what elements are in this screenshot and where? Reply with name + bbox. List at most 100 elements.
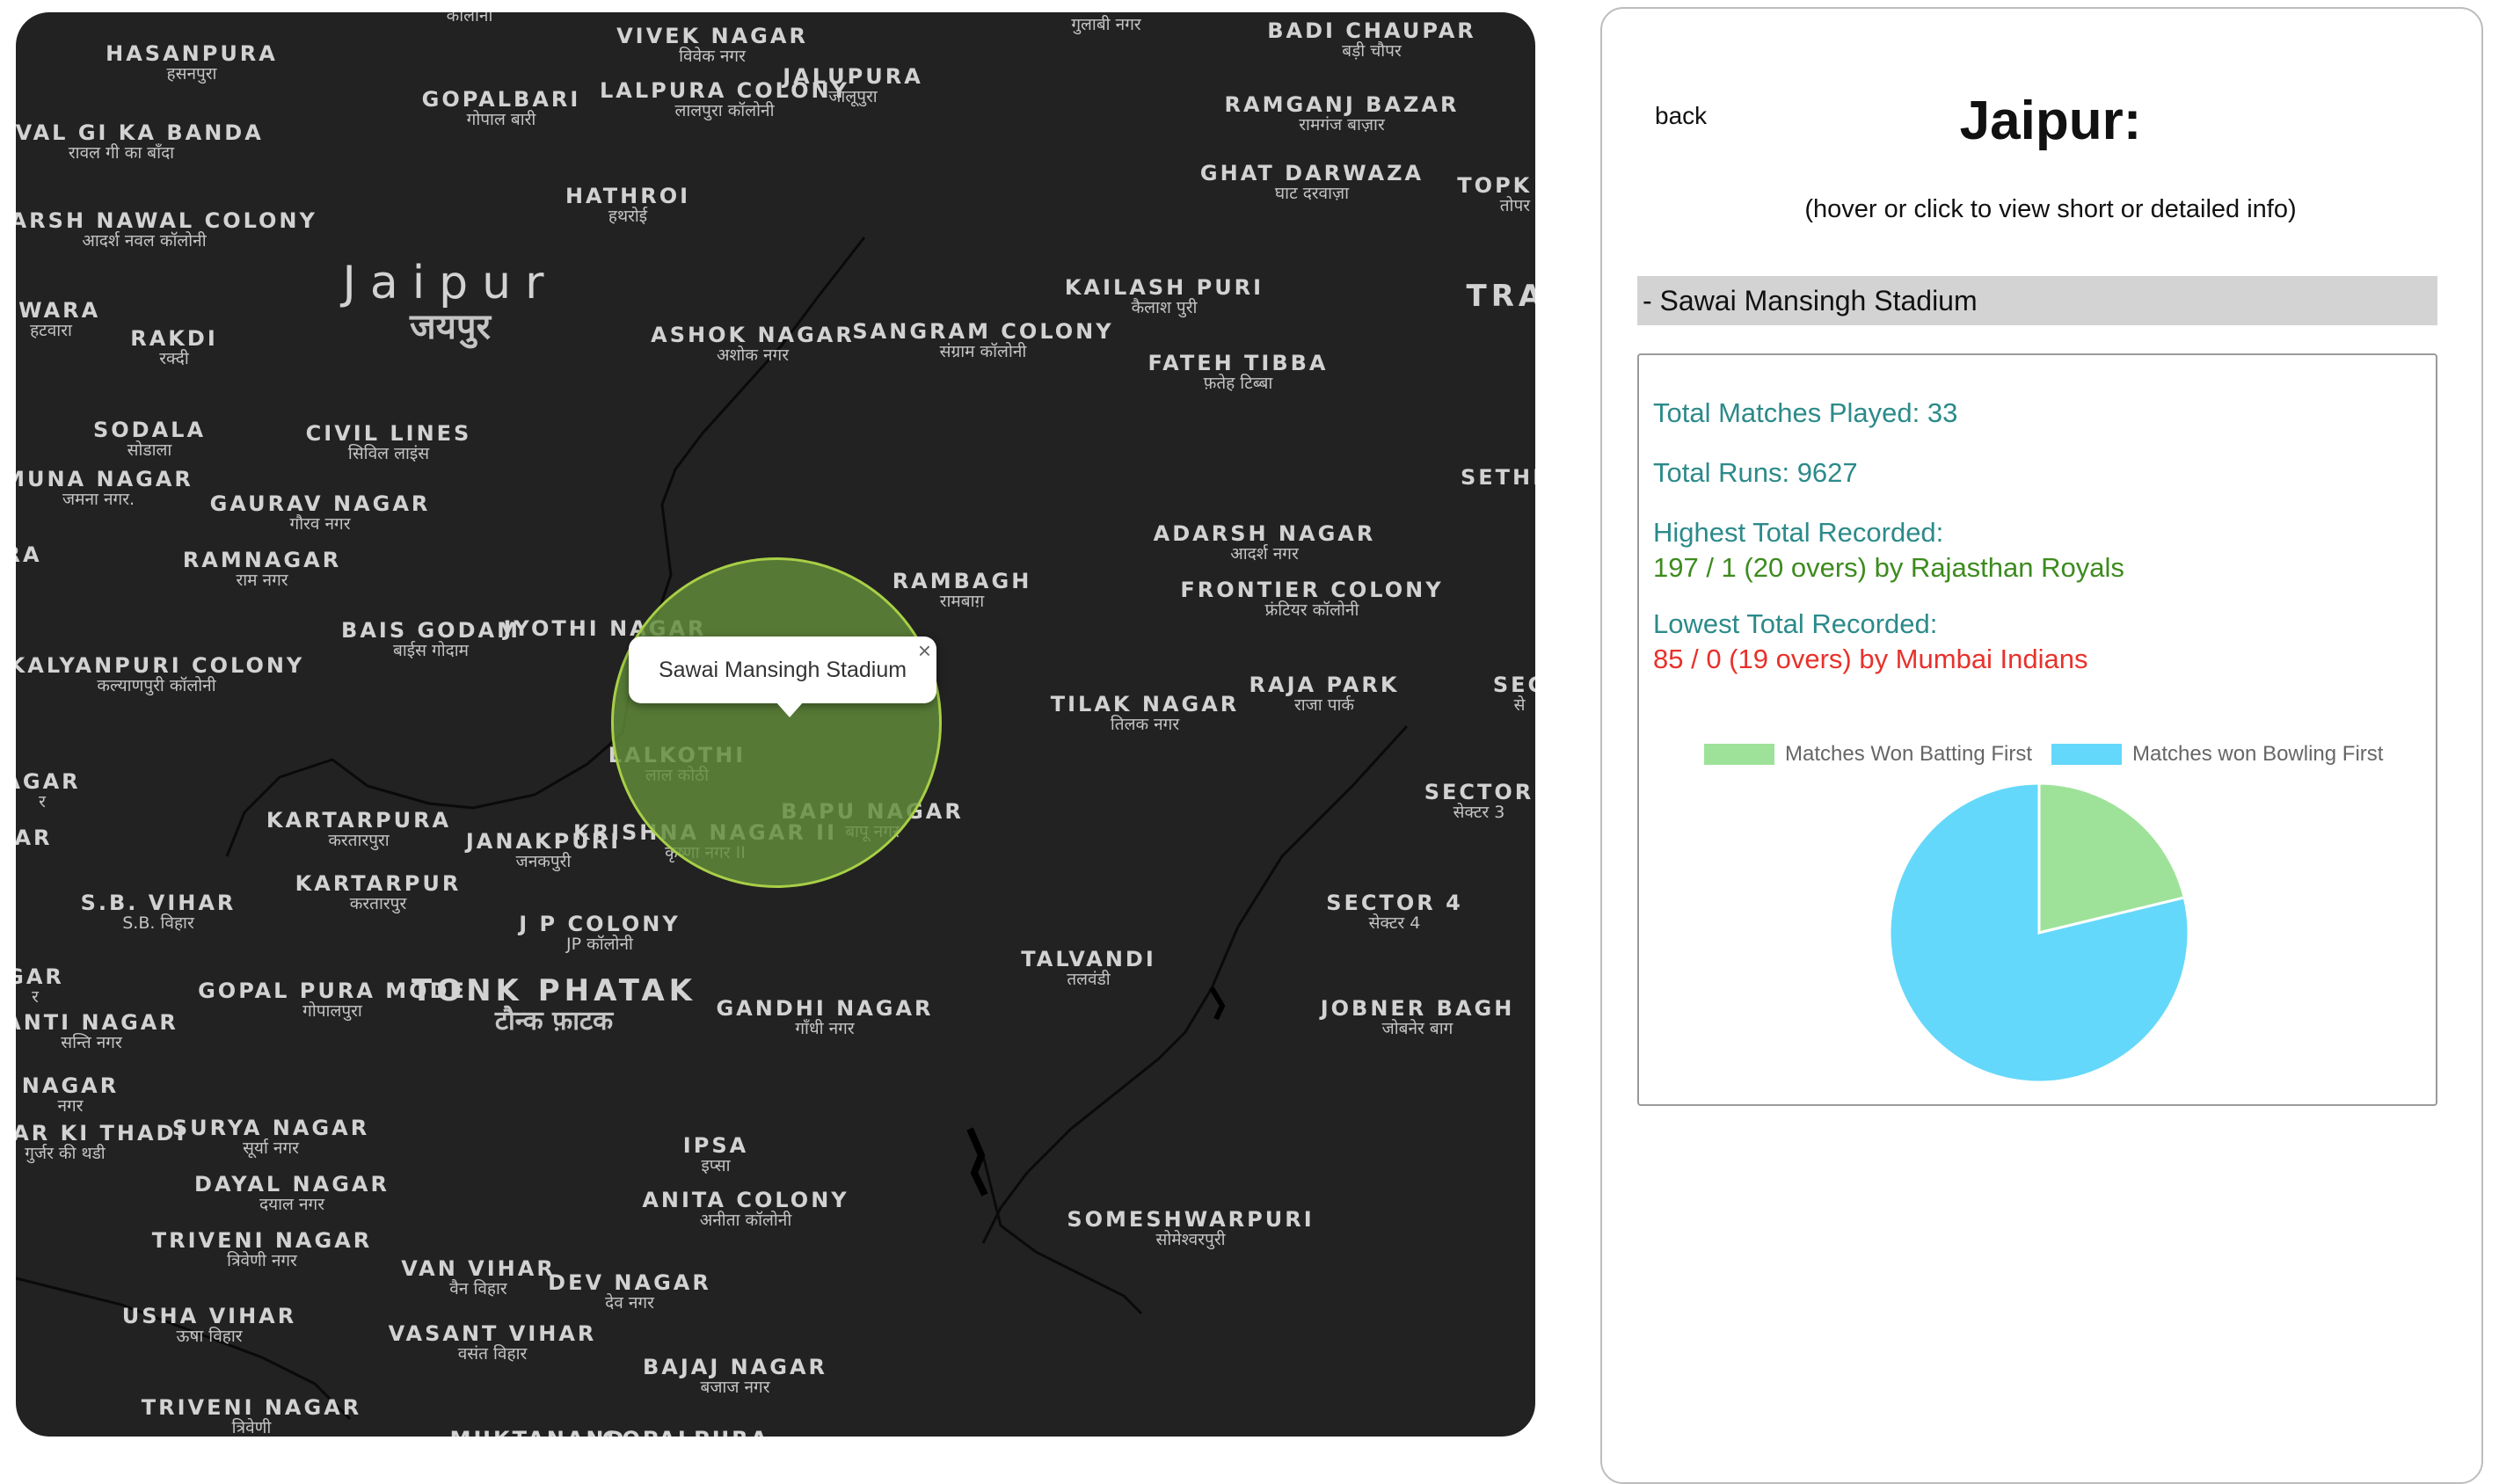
venue-accordion-header[interactable]: - Sawai Mansingh Stadium <box>1637 276 2437 325</box>
map-label-english: ANITA COLONY <box>642 1188 849 1212</box>
map-label: GOPAL PURA MODE गोपालपुरा <box>198 979 467 1021</box>
map-label: RAMGANJ BAZAR रामगंज बाज़ार <box>1225 93 1460 135</box>
map-label-english: VIVEK NAGAR <box>616 24 808 48</box>
map-label-hindi: रामगंज बाज़ार <box>1299 115 1385 135</box>
map-label-english: BADI CHAUPAR <box>1267 18 1476 43</box>
map-label: NAGAR नगर <box>22 1074 119 1116</box>
map-label: TRIVENI NAGAR त्रिवेणी नगर <box>152 1229 373 1270</box>
map-label: JALUPURA जालूपुरा <box>783 65 923 106</box>
map-label-hindi: जयपुर <box>410 307 491 347</box>
highest-total-value: 197 / 1 (20 overs) by Rajasthan Royals <box>1653 552 2124 583</box>
map-label-hindi: करतारपुर <box>349 894 407 913</box>
map-label-hindi: फ्रंटियर कॉलोनी <box>1264 600 1359 620</box>
map-label-hindi: सोमेश्वरपुरी <box>1155 1230 1226 1249</box>
map-label-english: KARTARPUR <box>295 871 462 896</box>
map-label-english: RAVAL GI KA BANDA <box>16 120 264 145</box>
map-label-english: AR <box>16 826 53 850</box>
total-matches: Total Matches Played: 33 <box>1653 397 1958 428</box>
map-label: KARTARPURA करतारपुरा <box>266 809 451 850</box>
map-label: USHA VIHAR ऊषा विहार <box>122 1305 296 1346</box>
back-button[interactable]: back <box>1655 102 1708 129</box>
page-title: Jaipur: <box>1959 91 2142 151</box>
map-label-english: SOMESHWARPURI <box>1067 1207 1315 1232</box>
map-label-hindi: करतारपुरा <box>328 831 390 850</box>
map-label-english: RAMNAGAR <box>182 548 342 572</box>
map-label-hindi: जनकपुरी <box>515 852 572 871</box>
map-view[interactable]: कॉलोनी VIVEK NAGAR विवेक नगर गुलाबी नगर BADI… <box>16 12 1535 1437</box>
map-label-hindi: गौरव नगर <box>289 514 351 534</box>
map-label-hindi: बड़ी चौपर <box>1342 41 1402 61</box>
legend-label-bowling-first[interactable]: Matches won Bowling First <box>2132 742 2384 766</box>
map-label-hindi: तलवंडी <box>1067 970 1111 989</box>
map-label-hindi: राम नगर <box>236 571 288 590</box>
map-label-english: USHA VIHAR <box>121 1304 297 1328</box>
map-label-hindi: त्रिवेणी नगर <box>227 1251 297 1270</box>
hint-text: (hover or click to view short or detaile… <box>1804 195 2297 223</box>
map-label-hindi: संग्राम कॉलोनी <box>939 342 1027 361</box>
map-label-hindi: गोपाल बारी <box>466 110 536 129</box>
map-label-english: TRIVENI NAGAR <box>141 1395 362 1420</box>
map-label-hindi: गुलाबी नगर <box>1071 15 1141 34</box>
map-label: BAIS GODAM बाईस गोदाम <box>341 619 521 660</box>
legend-swatch-batting-first[interactable] <box>1704 744 1774 765</box>
map-label-english: HASANPURA <box>106 41 278 66</box>
map-label: KAILASH PURI कैलाश पुरी <box>1065 276 1264 317</box>
map-label-hindi: रामबाग़ <box>939 592 985 611</box>
map-label-hindi: दयाल नगर <box>259 1195 324 1214</box>
map-label: BAJAJ NAGAR बजाज नगर <box>643 1356 827 1397</box>
map-label-english: KALYANPURI COLONY <box>16 653 305 678</box>
map-label-english: VASANT VIHAR <box>388 1321 597 1346</box>
map-label-english: Jaipur <box>342 257 558 309</box>
map-label-english: SURYA NAGAR <box>171 1116 370 1140</box>
highest-total: Highest Total Recorded: 197 / 1 (20 over… <box>1653 517 2124 584</box>
map-label-english: ADARSH NAGAR <box>1153 521 1376 546</box>
map-label-hindi: बजाज नगर <box>700 1378 770 1397</box>
map-label-hindi: गोपालपुरा <box>302 1001 362 1021</box>
map-label-english: TRA N <box>1466 279 1535 314</box>
map-label-english: ASHOK NAGAR <box>651 323 855 347</box>
map-label-english: SECTOR 4 <box>1326 891 1463 915</box>
map-label-english: FRONTIER COLONY <box>1180 578 1444 602</box>
map-label: SURYA NAGAR सूर्या नगर <box>172 1117 369 1158</box>
map-label-hindi: र <box>39 792 46 811</box>
map-label-hindi: जमना नगर. <box>62 490 135 509</box>
map-label-english: J P COLONY <box>519 912 681 936</box>
map-label-hindi: तोपर हज़ <box>1499 196 1535 215</box>
close-icon[interactable]: × <box>917 637 931 664</box>
map-label-english: GANDHI NAGAR <box>716 996 934 1021</box>
info-panel: back Jaipur: (hover or click to view sho… <box>1600 7 2483 1484</box>
map-label-hindi: लालपुरा कॉलोनी <box>674 101 775 120</box>
map-label-english: SANGRAM COLONY <box>852 319 1114 344</box>
map-label-hindi: सन्ति नगर <box>61 1033 122 1052</box>
map-label-hindi: रावल गी का बाँदा <box>68 143 175 163</box>
map-label-english: MUNA NAGAR <box>16 467 193 491</box>
map-label-hindi: हसनपुरा <box>166 64 217 84</box>
map-label-hindi: कॉलोनी <box>446 12 493 25</box>
stadium-popup[interactable]: Sawai Mansingh Stadium × <box>629 637 936 703</box>
map-label-hindi: टौन्क फ़ाटक <box>494 1006 614 1037</box>
lowest-total: Lowest Total Recorded: 85 / 0 (19 overs)… <box>1653 608 2088 675</box>
pie-slice-bowling-first[interactable] <box>1888 782 2190 1084</box>
win-split-pie-chart[interactable] <box>1887 781 2191 1085</box>
legend-label-batting-first[interactable]: Matches Won Batting First <box>1785 742 2032 766</box>
map-label-hindi: सोडाला <box>127 440 172 460</box>
map-label-hindi: से <box>1513 695 1526 715</box>
map-label-english: JOBNER BAGH <box>1320 996 1515 1021</box>
map-label-hindi: राजा पार्क <box>1293 695 1355 715</box>
map-label: गुलाबी नगर <box>1071 16 1140 34</box>
map-label-english: JANAKPURI <box>465 829 622 854</box>
stadium-highlight-circle[interactable] <box>611 557 942 888</box>
map-label: DAYAL NAGAR दयाल नगर <box>194 1173 390 1214</box>
map-label-hindi: वैन विहार <box>449 1279 507 1298</box>
map-label-english: GAR <box>16 964 64 989</box>
highest-total-label: Highest Total Recorded: <box>1653 517 1944 548</box>
pie-slice-batting-first[interactable] <box>2037 782 2187 935</box>
legend-swatch-bowling-first[interactable] <box>2051 744 2122 765</box>
map-label-english: AGAR <box>16 769 81 794</box>
map-label-hindi: कैलाश पुरी <box>1131 298 1198 317</box>
map-label-hindi: जोबनेर बाग <box>1381 1019 1454 1038</box>
map-label: Jaipur जयपुर <box>343 258 558 346</box>
